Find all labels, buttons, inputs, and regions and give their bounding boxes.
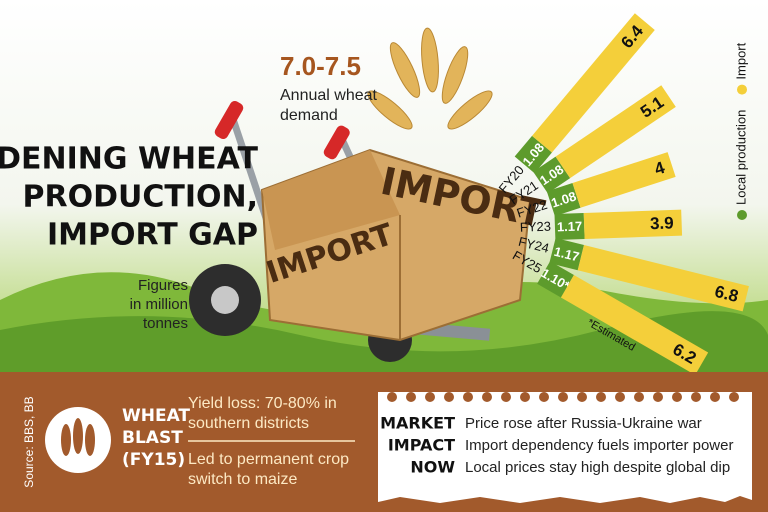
value-label: 1.17: [557, 219, 583, 235]
bar-segment: [549, 237, 585, 271]
blast-point: switch to maize: [188, 471, 297, 488]
bar-group: FY23 1.17 3.9: [520, 209, 683, 241]
legend-swatch: [737, 210, 747, 220]
impact-title: NOW: [410, 458, 455, 477]
category-label: FY24: [517, 234, 551, 256]
blast-title: WHEAT: [122, 406, 190, 426]
blast-title: BLAST: [122, 428, 183, 448]
blast-point: Yield loss: 70-80% in: [188, 395, 337, 412]
grass: [0, 311, 768, 372]
units-note: Figures: [138, 277, 188, 294]
units-note: tonnes: [143, 315, 188, 332]
notepad-hole: [672, 392, 682, 402]
bar-segment: [546, 183, 581, 217]
bar-segment: [555, 85, 676, 179]
bar-segment: [572, 152, 676, 208]
units-note: in million: [130, 296, 188, 313]
notepad: [378, 392, 752, 503]
bar-segment: [560, 274, 709, 376]
legend-swatch: [737, 84, 747, 95]
notepad-hole: [406, 392, 416, 402]
legend: Local production Import: [733, 42, 748, 220]
chart-title: WIDENING WHEAT: [0, 142, 259, 177]
impact-line: Import dependency fuels importer power: [465, 437, 733, 454]
value-label: 3.9: [650, 213, 674, 233]
legend-label: Local production: [733, 110, 748, 205]
notepad-hole: [577, 392, 587, 402]
legend-label: Import: [733, 42, 748, 79]
chart-title: IMPORT GAP: [47, 218, 258, 253]
value-label: 1.08: [549, 188, 578, 210]
notepad-hole: [539, 392, 549, 402]
impact-line: Price rose after Russia-Ukraine war: [465, 415, 702, 432]
impact-title: IMPACT: [388, 436, 455, 455]
bar-segment: [554, 213, 585, 241]
source: Source: BBS, BB: [22, 396, 36, 487]
notepad-hole: [596, 392, 606, 402]
notepad-hole: [387, 392, 397, 402]
blast-title: (FY15): [122, 450, 185, 470]
impact-title: MARKET: [380, 414, 455, 433]
notepad-hole: [558, 392, 568, 402]
notepad-hole: [520, 392, 530, 402]
wheat-icon: [45, 407, 111, 473]
notepad-hole: [463, 392, 473, 402]
demand-label: Annual wheat: [280, 87, 378, 104]
notepad-hole: [634, 392, 644, 402]
impact-line: Local prices stay high despite global di…: [465, 459, 730, 476]
notepad-hole: [425, 392, 435, 402]
notepad-hole: [501, 392, 511, 402]
wheat-illustration: [367, 27, 493, 130]
notepad-hole: [444, 392, 454, 402]
bar-segment: [537, 261, 574, 298]
blast-point: southern districts: [188, 415, 309, 432]
notepad-hole: [729, 392, 739, 402]
notepad-hole: [653, 392, 663, 402]
bar-group: FY24 1.176.8: [517, 234, 749, 312]
demand-label: demand: [280, 107, 338, 124]
notepad-hole: [710, 392, 720, 402]
blast-point: Led to permanent crop: [188, 451, 349, 468]
category-label: FY23: [520, 219, 552, 235]
bar-segment: [533, 156, 571, 194]
bar-segment: [532, 13, 655, 153]
bar-group: FY22 1.084: [515, 152, 676, 221]
bar-segment: [514, 135, 552, 174]
bar-segment: [583, 209, 683, 240]
chart-title: PRODUCTION,: [22, 180, 258, 215]
notepad-hole: [691, 392, 701, 402]
demand-value: 7.0-7.5: [280, 51, 361, 81]
notepad-hole: [482, 392, 492, 402]
bar-segment: [577, 245, 749, 312]
value-label: 1.17: [553, 244, 581, 265]
notepad-hole: [615, 392, 625, 402]
